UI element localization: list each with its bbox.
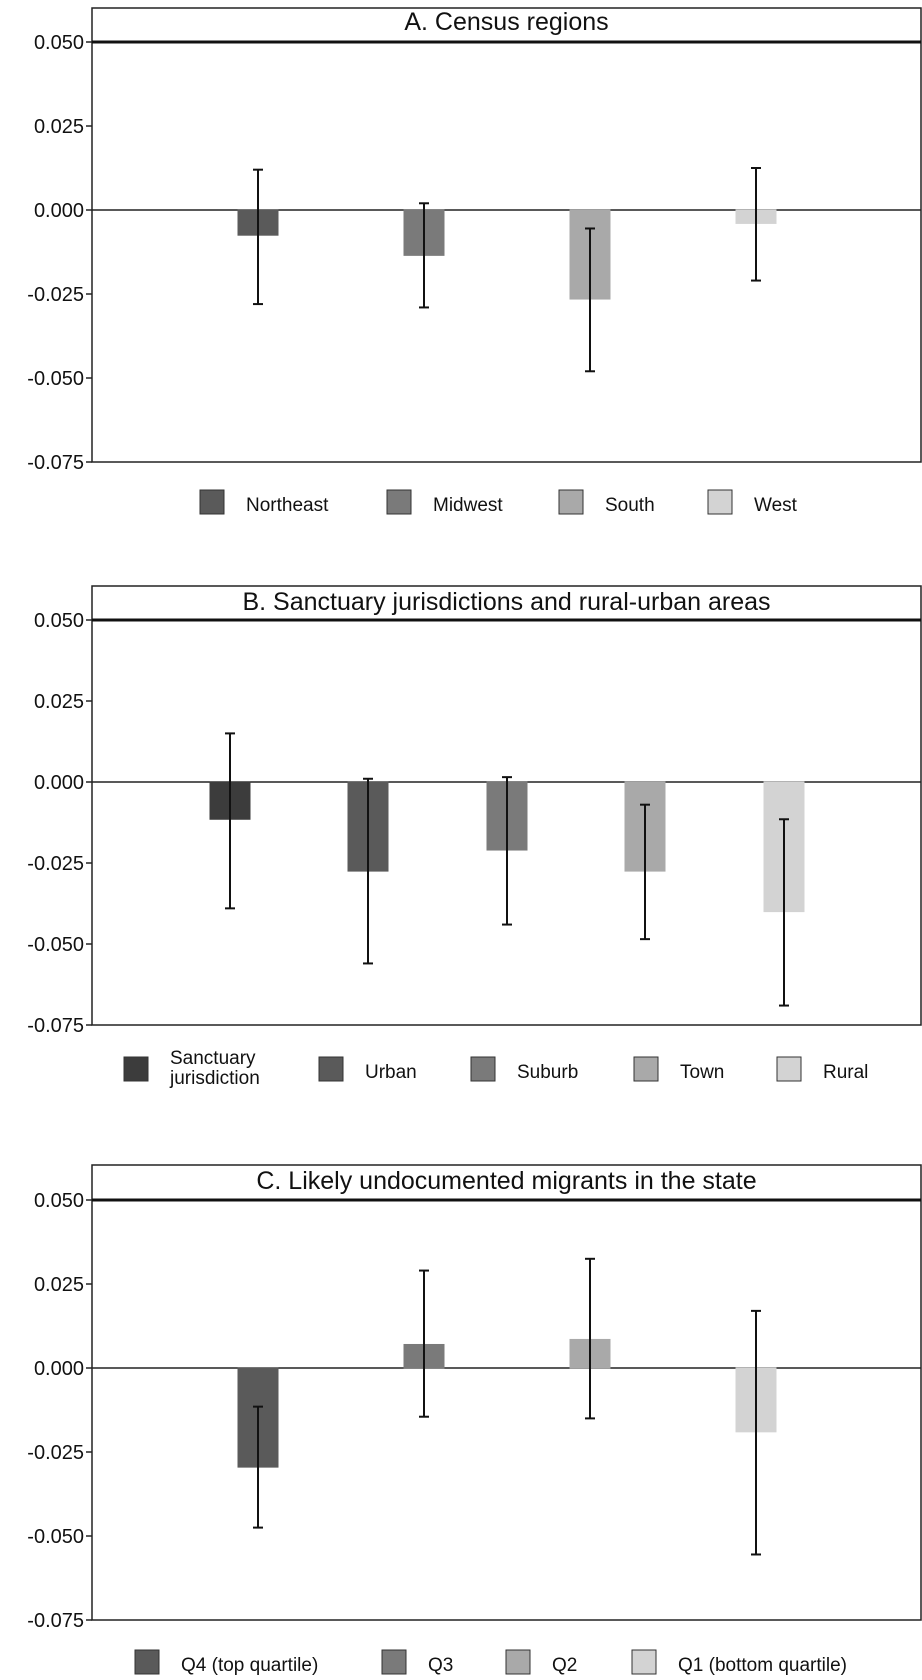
legend-swatch <box>505 1649 531 1675</box>
panel-frame <box>91 585 922 1026</box>
y-tick-label: -0.025 <box>27 284 84 306</box>
chart-panel-3: C. Likely undocumented migrants in the s… <box>27 1164 922 1676</box>
legend-label: Rural <box>823 1062 868 1083</box>
panel-title: C. Likely undocumented migrants in the s… <box>256 1167 756 1195</box>
legend-label: Suburb <box>517 1062 578 1083</box>
y-tick-label: -0.050 <box>27 1526 84 1548</box>
legend-swatch <box>558 489 584 515</box>
legend-label: Q1 (bottom quartile) <box>678 1655 847 1676</box>
chart-panel-2: B. Sanctuary jurisdictions and rural-urb… <box>27 585 922 1089</box>
legend-swatch <box>633 1056 659 1082</box>
legend-label: West <box>754 495 798 516</box>
legend-label: Urban <box>365 1062 417 1083</box>
legend-label: jurisdiction <box>169 1068 260 1089</box>
legend-swatch <box>631 1649 657 1675</box>
y-tick-label: 0.025 <box>34 691 84 713</box>
y-tick-label: 0.000 <box>34 772 84 794</box>
y-tick-label: 0.050 <box>34 32 84 54</box>
panel-frame <box>91 7 922 463</box>
legend-swatch <box>123 1056 149 1082</box>
y-tick-label: 0.025 <box>34 1274 84 1296</box>
y-tick-label: -0.075 <box>27 1610 84 1632</box>
y-tick-label: 0.050 <box>34 1190 84 1212</box>
y-tick-label: -0.050 <box>27 368 84 390</box>
legend-label: Northeast <box>246 495 329 516</box>
y-tick-label: 0.000 <box>34 1358 84 1380</box>
legend-label: Q3 <box>428 1655 453 1676</box>
y-tick-label: 0.050 <box>34 610 84 632</box>
legend-swatch <box>199 489 225 515</box>
legend-label: Town <box>680 1062 724 1083</box>
chart-panel-1: A. Census regions 0.050 0.025 0.000 -0.025 -0… <box>27 7 922 516</box>
legend-label: Q2 <box>552 1655 577 1676</box>
legend-swatch <box>381 1649 407 1675</box>
legend-swatch <box>707 489 733 515</box>
legend-label: Sanctuary <box>170 1048 256 1069</box>
y-tick-label: -0.050 <box>27 934 84 956</box>
y-tick-label: 0.000 <box>34 200 84 222</box>
legend-swatch <box>318 1056 344 1082</box>
panel-frame <box>91 1164 922 1621</box>
legend-swatch <box>134 1649 160 1675</box>
panel-title: B. Sanctuary jurisdictions and rural-urb… <box>242 588 770 616</box>
y-tick-label: -0.075 <box>27 1015 84 1037</box>
legend-swatch <box>776 1056 802 1082</box>
legend-label: Midwest <box>433 495 503 516</box>
y-tick-label: -0.075 <box>27 452 84 474</box>
legend-swatch <box>470 1056 496 1082</box>
panel-title: A. Census regions <box>404 8 608 36</box>
y-tick-label: -0.025 <box>27 853 84 875</box>
legend-label: Q4 (top quartile) <box>181 1655 318 1676</box>
legend-swatch <box>386 489 412 515</box>
y-tick-label: -0.025 <box>27 1442 84 1464</box>
y-tick-label: 0.025 <box>34 116 84 138</box>
legend-label: South <box>605 495 655 516</box>
